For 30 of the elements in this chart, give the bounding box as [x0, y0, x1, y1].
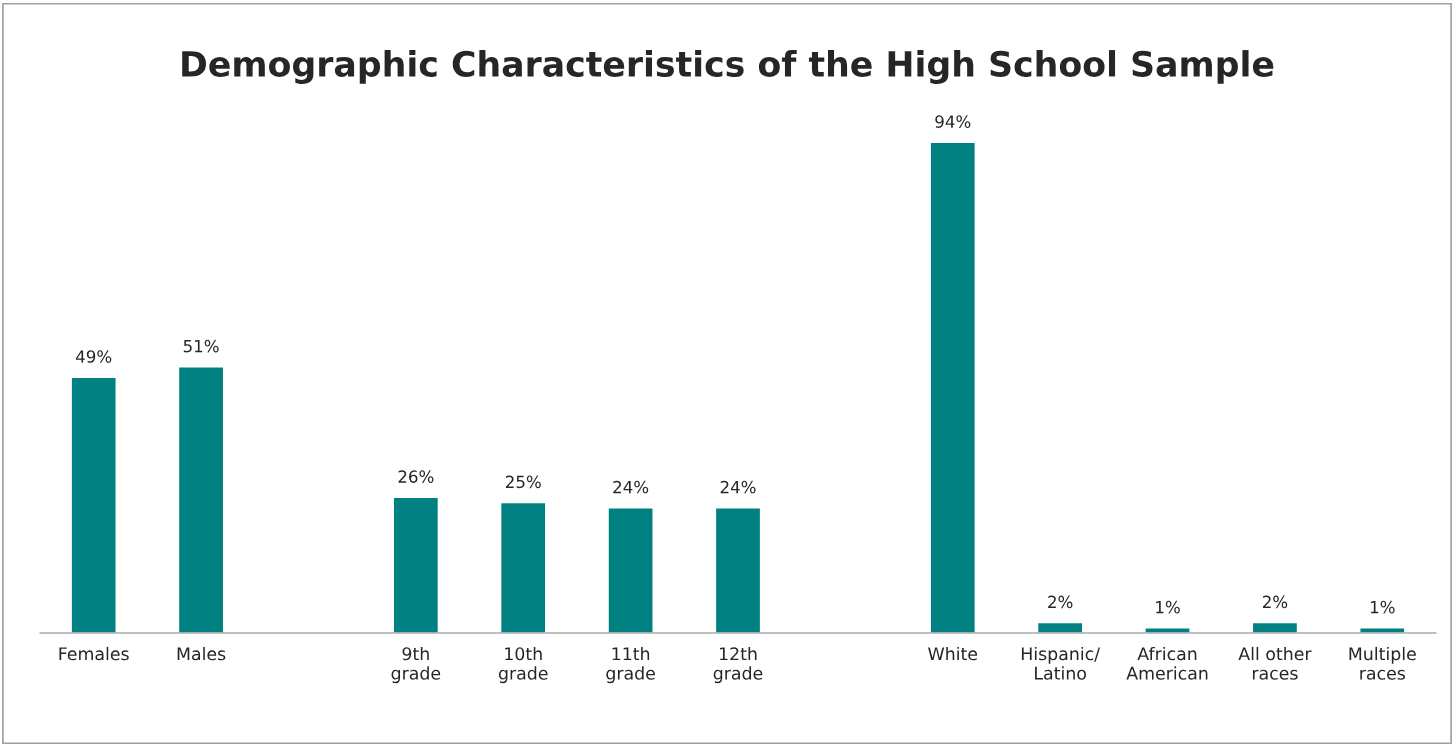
x-tick-label: 10th grade [498, 646, 548, 684]
x-tick-label: Males [177, 646, 226, 661]
x-tick-label: Females [59, 646, 129, 661]
data-label: 26% [398, 470, 434, 483]
data-label: 1% [1370, 600, 1395, 614]
x-tick-label: 12th grade [713, 646, 763, 684]
bar [714, 507, 762, 633]
bar [392, 496, 440, 633]
data-label: 51% [183, 339, 219, 353]
bar [607, 507, 654, 633]
x-tick-label: African American [1126, 646, 1208, 680]
bar [177, 366, 225, 633]
bar [70, 376, 117, 633]
data-label: 2% [1048, 595, 1073, 609]
data-label: 1% [1156, 600, 1180, 614]
data-label: 2% [1262, 595, 1288, 609]
x-tick-label: All other races [1238, 646, 1312, 680]
data-label: 24% [720, 480, 756, 494]
data-label: 94% [935, 115, 971, 128]
x-tick-label: 11th grade [606, 646, 655, 684]
data-label: 25% [505, 475, 541, 489]
x-tick-label: White [928, 646, 978, 661]
bar [499, 501, 547, 633]
data-label: 24% [613, 480, 649, 494]
x-tick-label: Hispanic/ Latino [1021, 646, 1101, 680]
data-label: 49% [75, 350, 112, 363]
x-tick-label: 9th grade [391, 646, 441, 684]
x-tick-label: Multiple races [1349, 646, 1416, 680]
bar [929, 141, 977, 633]
chart-title: Demographic Characteristics of the High School Sample [182, 50, 1274, 84]
